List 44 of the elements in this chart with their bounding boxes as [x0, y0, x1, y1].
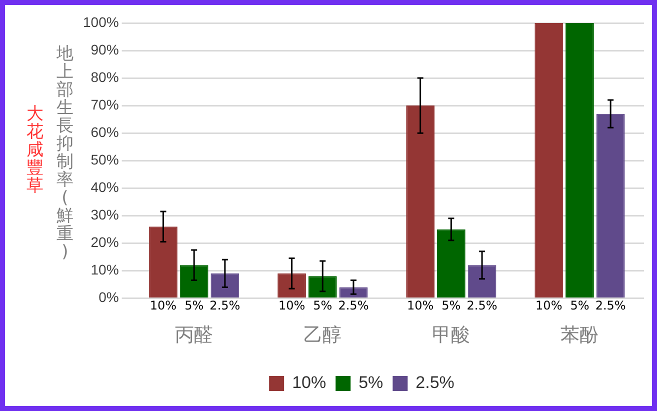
- bar: [534, 23, 564, 298]
- y-tick-label: 70%: [90, 96, 119, 112]
- x-tick-label: 乙醇: [304, 324, 342, 346]
- text: 5%: [570, 298, 590, 312]
- x-tick-label: 丙醛: [175, 324, 214, 346]
- y-tick-label: 50%: [90, 151, 119, 168]
- y-tick-label: 60%: [90, 124, 119, 140]
- y-tick-label: 20%: [90, 234, 119, 250]
- text: 2.5%: [595, 298, 626, 312]
- legend-label: 5%: [358, 373, 384, 392]
- text: 10%: [150, 298, 177, 312]
- x-tick-label: 苯酚: [560, 324, 599, 346]
- bar: [180, 265, 208, 298]
- text: 2.5%: [210, 298, 240, 312]
- text: 10%: [278, 298, 306, 312]
- bar: [308, 276, 337, 298]
- y-tick-label: 0%: [98, 289, 119, 306]
- text: 5%: [184, 298, 204, 312]
- x-tick-label: 甲酸: [432, 324, 470, 346]
- y-tick-label: 10%: [90, 262, 119, 278]
- bar: [210, 273, 240, 298]
- y-tick-label: 40%: [90, 178, 119, 195]
- legend-label: 10%: [292, 373, 326, 392]
- text: 10%: [536, 298, 562, 312]
- y-tick-label: 100%: [82, 14, 119, 30]
- text: 大花咸豐草: [26, 104, 44, 196]
- text: 5%: [313, 298, 332, 312]
- bar: [278, 273, 306, 298]
- y-tick-label: 80%: [90, 68, 119, 85]
- bar: [149, 226, 178, 298]
- text: 2.5%: [466, 298, 498, 312]
- legend-label: 2.5%: [416, 373, 454, 392]
- y-tick-label: 30%: [90, 206, 119, 222]
- text: 10%: [406, 298, 434, 312]
- bar: [468, 265, 496, 298]
- y-tick-label: 90%: [90, 41, 119, 58]
- text: 2.5%: [338, 298, 369, 312]
- bar: [596, 114, 625, 298]
- bar: [339, 287, 368, 298]
- bar: [566, 23, 594, 298]
- text: 地上部生長抑制率(鮮重): [56, 44, 74, 262]
- bar: [436, 229, 466, 298]
- bar: [406, 106, 435, 298]
- text: 5%: [442, 298, 461, 312]
